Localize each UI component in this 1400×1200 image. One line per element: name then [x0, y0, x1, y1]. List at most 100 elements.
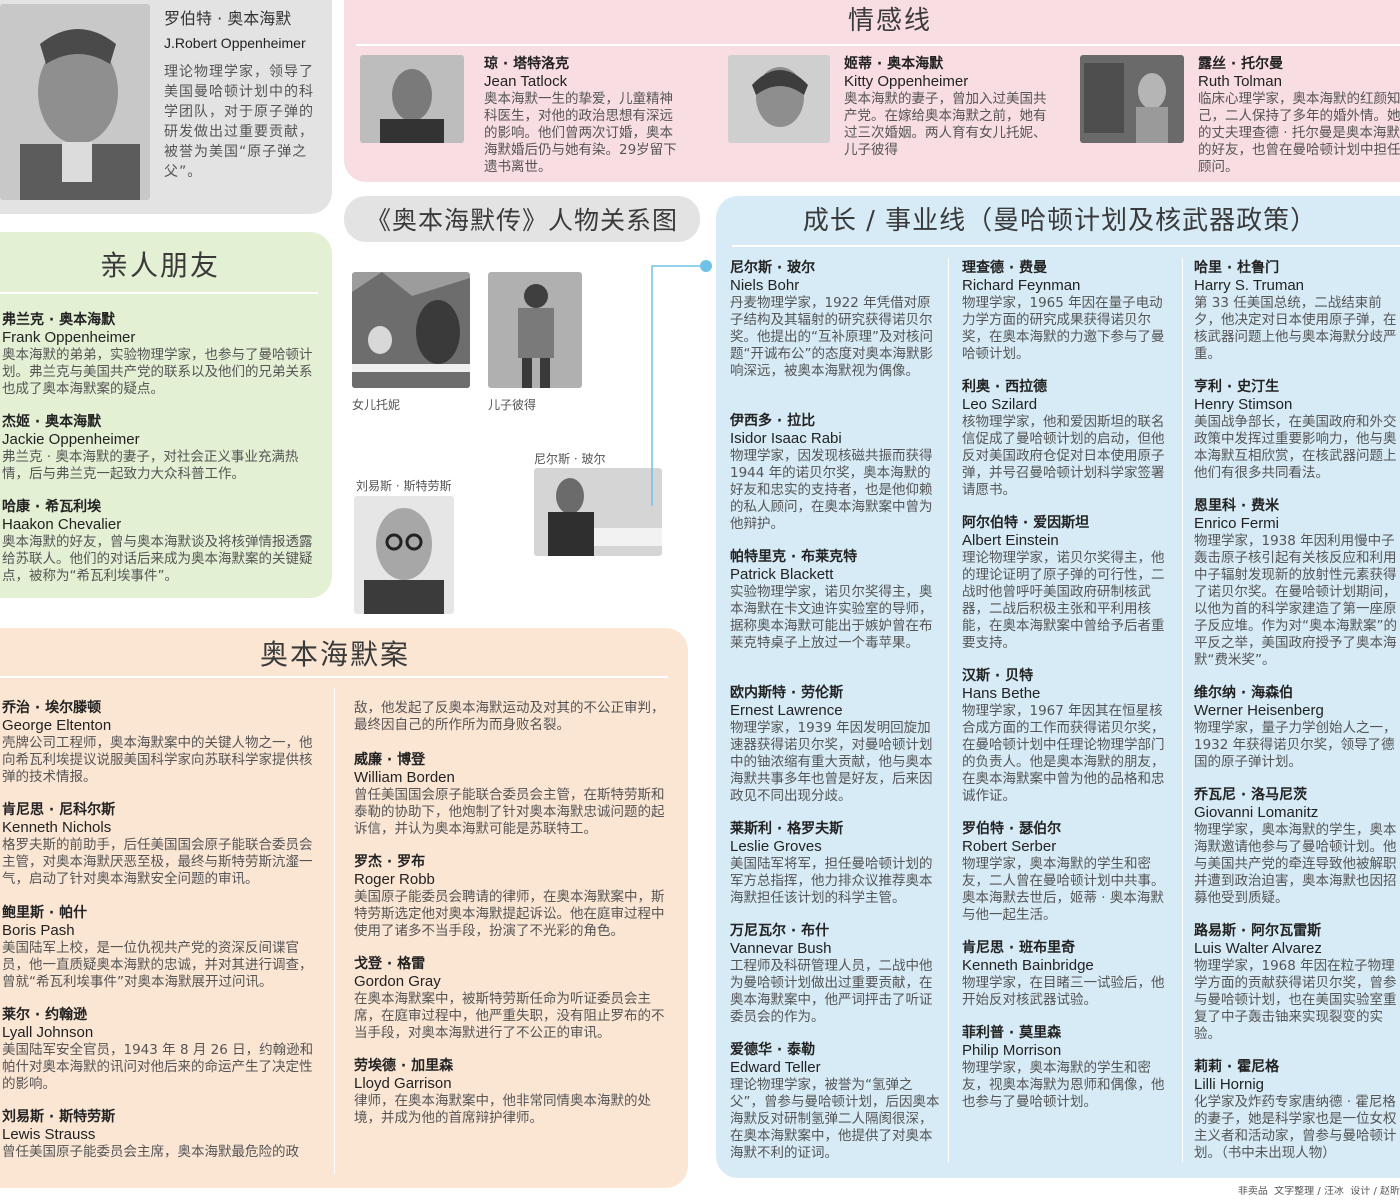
person-name-zh: 路易斯 · 阿尔瓦雷斯	[1194, 923, 1322, 939]
person-name-zh: 维尔纳 · 海森伯	[1194, 685, 1294, 701]
career-person-11: 汉斯 · 贝特 Hans Bethe 物理学家，1967 年因其在恒星核合成方面…	[962, 667, 1172, 805]
person-desc: 物理学家，1939 年因发明回旋加速器获得诺贝尔奖，对曼哈顿计划中的铀浓缩有重大…	[730, 720, 933, 804]
career-person-5: 莱斯利 · 格罗夫斯 Leslie Groves 美国陆军将军，担任曼哈顿计划的…	[730, 820, 940, 907]
person-name-en: Gordon Gray	[354, 973, 441, 990]
person-name-en: Albert Einstein	[962, 532, 1059, 549]
case-person-7: 罗杰 · 罗布 Roger Robb 美国原子能委员会聘请的律师，在奥本海默案中…	[354, 853, 670, 940]
person-name-en: Werner Heisenberg	[1194, 702, 1324, 719]
person-name-en: Hans Bethe	[962, 685, 1041, 702]
love-person-2: 姬蒂 · 奥本海默 Kitty Oppenheimer 奥本海默的妻子，曾加入过…	[844, 55, 1056, 159]
person-desc: 美国陆军安全官员，1943 年 8 月 26 日，约翰逊和帕什对奥本海默的讯问对…	[2, 1042, 314, 1092]
person-desc: 物理学家，因发现核磁共振而获得 1944 年的诺贝尔奖，奥本海默的好友和忠实的支…	[730, 448, 933, 532]
person-name-zh: 欧内斯特 · 劳伦斯	[730, 685, 844, 701]
career-person-8: 理查德 · 费曼 Richard Feynman 物理学家，1965 年因在量子…	[962, 259, 1172, 363]
person-desc: 第 33 任美国总统，二战结束前夕，他决定对日本使用原子弹，在核武器问题上他与奥…	[1194, 295, 1397, 362]
page-title: 《奥本海默传》人物关系图	[365, 206, 678, 235]
person-name-en: Lewis Strauss	[2, 1126, 96, 1143]
person-desc: 律师，在奥本海默案中，他非常同情奥本海默的处境，并成为他的首席辩护律师。	[354, 1093, 651, 1126]
bohr-connector	[651, 260, 712, 506]
person-name-zh: 帕特里克 · 布莱克特	[730, 549, 858, 565]
person-name-en: Jackie Oppenheimer	[2, 431, 140, 448]
career-person-9: 利奥 · 西拉德 Leo Szilard 核物理学家，他和爱因斯坦的联名信促成了…	[962, 378, 1172, 499]
case-title: 奥本海默案	[259, 638, 410, 671]
career-person-10: 阿尔伯特 · 爱因斯坦 Albert Einstein 理论物理学家，诺贝尔奖得…	[962, 514, 1172, 652]
person-desc: 化学家及炸药专家唐纳德 · 霍尼格的妻子，她是科学家也是一位女权主义者和活动家，…	[1194, 1094, 1397, 1161]
person-desc: 物理学家，奥本海默的学生，奥本海默邀请他参与了曼哈顿计划。他与美国共产党的牵连导…	[1194, 822, 1397, 906]
son-peter-photo	[488, 272, 582, 388]
person-desc: 壳牌公司工程师，奥本海默案中的关键人物之一，他向希瓦利埃提议说服美国科学家向苏联…	[2, 735, 313, 785]
person-name-en: Robert Serber	[962, 838, 1057, 855]
person-name-en: Lilli Hornig	[1194, 1076, 1265, 1093]
person-desc: 物理学家，1968 年因在粒子物理学方面的贡献获得诺贝尔奖，曾参与曼哈顿计划，也…	[1194, 958, 1397, 1042]
person-name-en: Ernest Lawrence	[730, 702, 843, 719]
person-name-en: Enrico Fermi	[1194, 515, 1280, 532]
person-desc: 物理学家，量子力学创始人之一，1932 年获得诺贝尔奖，领导了德国的原子弹计划。	[1194, 720, 1397, 770]
person-name-zh: 利奥 · 西拉德	[962, 379, 1048, 395]
person-name-en: Frank Oppenheimer	[2, 329, 136, 346]
person-name-en: Richard Feynman	[962, 277, 1081, 294]
person-desc: 美国陆军上校，是一位仇视共产党的资深反间谍官员，他一直质疑奥本海默的忠诚，并对其…	[2, 940, 313, 990]
credits: 非卖品 文字整理 / 汪冰 设计 / 赵昕	[1237, 1186, 1400, 1197]
person-name-zh: 弗兰克 · 奥本海默	[2, 312, 116, 328]
career-panel	[716, 196, 1400, 1178]
person-name-en: William Borden	[354, 769, 455, 786]
case-divider	[0, 676, 668, 678]
career-column-divider-1	[948, 258, 949, 1162]
person-desc: 物理学家，1938 年因利用慢中子轰击原子核引起有关核反应和利用中子辐射发现新的…	[1194, 533, 1397, 668]
person-name-en: Haakon Chevalier	[2, 516, 122, 533]
kitty-oppenheimer-photo	[728, 55, 830, 143]
person-desc: 理论物理学家，被誉为“氢弹之父”，曾参与曼哈顿计划，后因奥本海默反对研制氢弹二人…	[730, 1077, 940, 1161]
person-name-en: Henry Stimson	[1194, 396, 1293, 413]
person-name-en: Jean Tatlock	[484, 73, 568, 90]
family-person-3: 哈康 · 希瓦利埃 Haakon Chevalier 奥本海默的好友，曾与奥本海…	[2, 498, 320, 585]
person-name-zh: 乔瓦尼 · 洛马尼茨	[1194, 787, 1308, 803]
person-name-en: Kenneth Nichols	[2, 819, 112, 836]
person-desc: 曾任美国原子能委员会主席，奥本海默最危险的政	[2, 1144, 299, 1160]
son-caption: 儿子彼得	[488, 398, 537, 412]
career-person-20: 路易斯 · 阿尔瓦雷斯 Luis Walter Alvarez 物理学家，196…	[1194, 922, 1400, 1043]
person-name-en: Isidor Isaac Rabi	[730, 430, 842, 447]
career-person-3: 帕特里克 · 布莱克特 Patrick Blackett 实验物理学家，诺贝尔奖…	[730, 548, 940, 652]
person-name-en: Luis Walter Alvarez	[1194, 940, 1322, 957]
main-name-en: J.Robert Oppenheimer	[164, 35, 306, 51]
family-person-1: 弗兰克 · 奥本海默 Frank Oppenheimer 奥本海默的弟弟，实验物…	[2, 311, 320, 398]
person-name-zh: 哈里 · 杜鲁门	[1194, 260, 1280, 276]
person-desc: 美国陆军将军，担任曼哈顿计划的军方总指挥，他力排众议推荐奥本海默担任该计划的科学…	[730, 856, 933, 906]
person-name-zh: 莱斯利 · 格罗夫斯	[730, 821, 844, 837]
career-person-13: 肯尼思 · 班布里奇 Kenneth Bainbridge 物理学家，在目睹三一…	[962, 939, 1172, 1009]
person-desc: 敌，他发起了反奥本海默运动及对其的不公正审判，最终因自己的所作所为而身败名裂。	[354, 700, 665, 733]
person-name-zh: 戈登 · 格雷	[354, 956, 426, 972]
main-desc: 理论物理学家，领导了美国曼哈顿计划中的科学团队，对于原子弹的研发做出过重要贡献，…	[164, 64, 314, 180]
person-name-en: Lloyd Garrison	[354, 1075, 452, 1092]
case-person-1: 乔治 · 埃尔滕顿 George Eltenton 壳牌公司工程师，奥本海默案中…	[2, 699, 320, 786]
person-name-zh: 菲利普 · 莫里森	[962, 1025, 1062, 1041]
person-desc: 奥本海默的弟弟，实验物理学家，也参与了曼哈顿计划。弗兰克与美国共产党的联系以及他…	[2, 347, 313, 397]
person-name-zh: 琼 · 塔特洛克	[484, 56, 570, 72]
person-name-zh: 莉莉 · 霍尼格	[1194, 1059, 1280, 1075]
love-person-3: 露丝 · 托尔曼 Ruth Tolman 临床心理学家，奥本海默的红颜知己，二人…	[1198, 55, 1400, 176]
person-name-zh: 理查德 · 费曼	[962, 260, 1048, 276]
person-name-zh: 万尼瓦尔 · 布什	[730, 923, 830, 939]
person-name-en: George Eltenton	[2, 717, 112, 734]
person-name-zh: 莱尔 · 约翰逊	[2, 1007, 88, 1023]
career-person-21: 莉莉 · 霍尼格 Lilli Hornig 化学家及炸药专家唐纳德 · 霍尼格的…	[1194, 1058, 1400, 1162]
person-name-en: Niels Bohr	[730, 277, 800, 294]
career-person-4: 欧内斯特 · 劳伦斯 Ernest Lawrence 物理学家，1939 年因发…	[730, 684, 940, 805]
person-desc: 奥本海默一生的挚爱，儿童精神科医生，对他的政治思想有深远的影响。他们曾两次订婚，…	[484, 91, 677, 175]
family-title: 亲人朋友	[99, 249, 220, 282]
person-name-en: Harry S. Truman	[1194, 277, 1305, 294]
love-panel	[344, 0, 1400, 182]
daughter-caption: 女儿托妮	[352, 398, 401, 412]
career-person-18: 维尔纳 · 海森伯 Werner Heisenberg 物理学家，量子力学创始人…	[1194, 684, 1400, 771]
family-divider	[0, 292, 318, 294]
case-person-6: 威廉 · 博登 William Borden 曾任美国国会原子能联合委员会主管，…	[354, 751, 670, 838]
person-name-en: Giovanni Lomanitz	[1194, 804, 1319, 821]
ruth-tolman-photo	[1080, 55, 1184, 143]
person-name-zh: 哈康 · 希瓦利埃	[2, 499, 102, 515]
jean-tatlock-photo	[360, 55, 464, 143]
person-desc: 临床心理学家，奥本海默的红颜知己，二人保持了多年的婚外情。她的丈夫理查德 · 托…	[1198, 91, 1400, 175]
person-desc: 物理学家，1965 年因在量子电动力学方面的研究成果获得诺贝尔奖，在奥本海默的力…	[962, 295, 1165, 362]
person-name-zh: 鲍里斯 · 帕什	[2, 905, 88, 921]
career-person-1: 尼尔斯 · 玻尔 Niels Bohr 丹麦物理学家，1922 年凭借对原子结构…	[730, 259, 940, 380]
case-continued-text: 敌，他发起了反奥本海默运动及对其的不公正审判，最终因自己的所作所为而身败名裂。	[354, 700, 670, 734]
